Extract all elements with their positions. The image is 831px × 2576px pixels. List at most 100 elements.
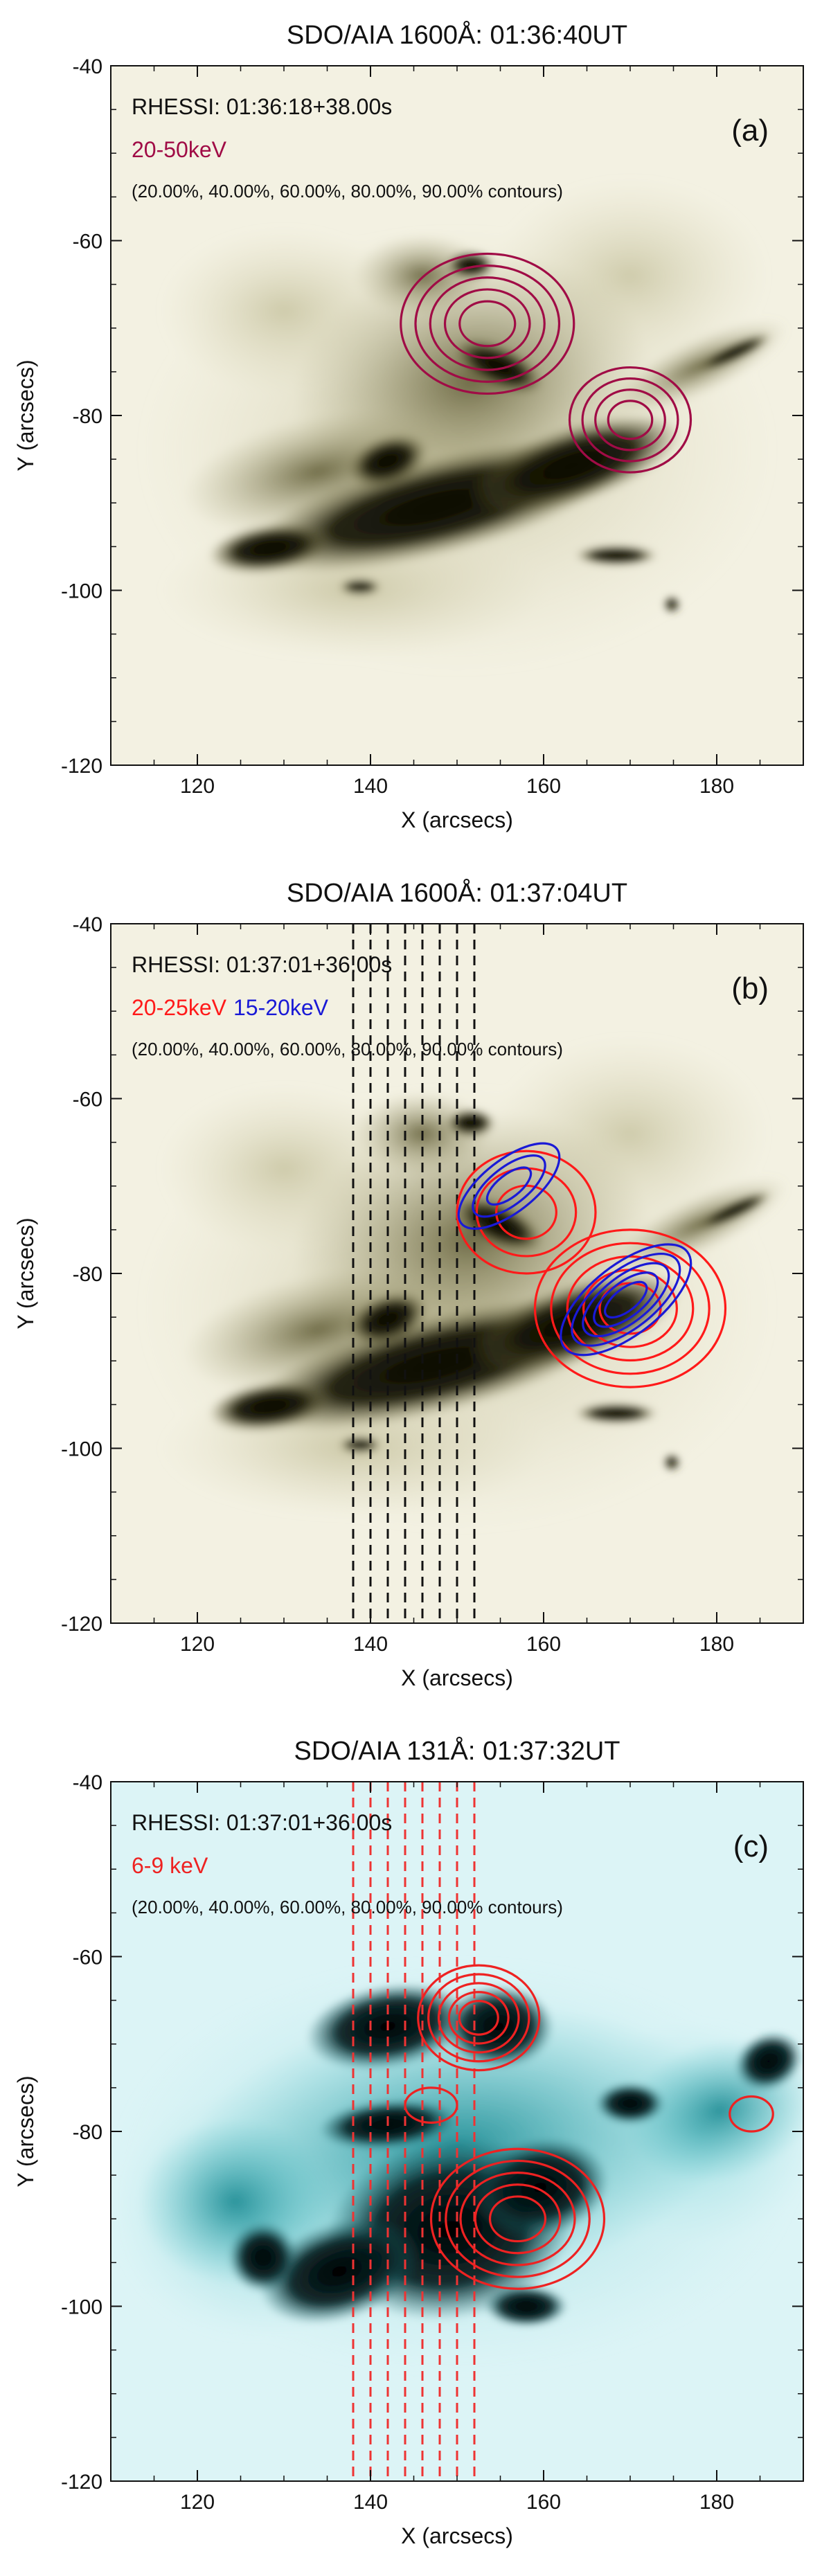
panel-label: (b) <box>731 972 769 1005</box>
x-tick-label: 140 <box>353 2491 388 2514</box>
image-blob <box>454 338 544 395</box>
rhessi-time-label: RHESSI: 01:37:01+36.00s <box>132 952 392 977</box>
contour-level <box>594 388 666 451</box>
contour-level <box>568 366 692 474</box>
slit-lines <box>352 924 476 1623</box>
contour-levels-note: (20.00%, 40.00%, 60.00%, 80.00%, 90.00% … <box>132 181 563 202</box>
contour-level <box>571 1252 681 1347</box>
contour-level <box>458 300 517 348</box>
contour-level <box>456 1150 597 1275</box>
y-tick-label: -120 <box>61 1613 102 1636</box>
image-blob <box>348 433 428 488</box>
x-tick-label: 120 <box>180 775 215 798</box>
chart-title: SDO/AIA 1600Å: 01:36:40UT <box>287 19 627 50</box>
y-tick-label: -100 <box>61 1438 102 1461</box>
y-tick-label: -40 <box>73 55 102 78</box>
image-blob <box>696 1191 772 1230</box>
contour-level <box>604 1280 648 1319</box>
contour-level <box>474 2183 562 2255</box>
contour-level <box>417 1964 541 2072</box>
image-blob <box>258 2218 420 2325</box>
y-tick-label: -60 <box>73 1089 102 1111</box>
legend-entry: 15-20keV <box>233 995 329 1020</box>
image-blob <box>696 333 772 372</box>
axes: 120 140 160 180 -40 -60 -80 -100 -120 <box>61 55 804 798</box>
image-blob <box>663 596 680 613</box>
contour-level <box>581 377 679 463</box>
x-tick-label: 180 <box>699 2491 734 2514</box>
energy-band-legend: 20-25keV 15-20keV <box>132 995 329 1020</box>
panel-a: SDO/AIA 1600Å: 01:36:40UT 120 140 160 180 -40… <box>13 19 804 832</box>
image-blob <box>663 1454 680 1471</box>
axes: 120 140 160 180 -40 -60 -80 -100 -120 <box>61 1771 804 2514</box>
x-tick-label: 160 <box>526 2491 561 2514</box>
rhessi-time-label: RHESSI: 01:36:18+38.00s <box>132 94 392 119</box>
contour-levels-note: (20.00%, 40.00%, 60.00%, 80.00%, 90.00% … <box>132 1897 563 1917</box>
legend-entry: 6-9 keV <box>132 1853 208 1878</box>
image-blob <box>735 2032 803 2091</box>
image-field <box>111 66 803 765</box>
energy-band-legend: 6-9 keV <box>132 1853 208 1878</box>
image-field <box>111 1782 803 2481</box>
image-blob <box>348 1291 428 1346</box>
contour-level <box>458 2000 499 2036</box>
contour-level <box>404 2086 458 2124</box>
image-blob <box>208 522 332 575</box>
y-tick-label: -80 <box>73 2121 102 2144</box>
rhessi-time-label: RHESSI: 01:37:01+36.00s <box>132 1810 392 1835</box>
contour-level <box>429 2147 606 2290</box>
image-blob <box>229 2222 298 2293</box>
y-tick-label: -60 <box>73 231 102 253</box>
contour-level <box>400 252 575 395</box>
y-tick-label: -40 <box>73 1771 102 1794</box>
image-blob <box>339 1436 381 1454</box>
contour-level <box>488 2195 547 2243</box>
x-tick-label: 160 <box>526 1633 561 1656</box>
image-blob <box>575 1402 658 1424</box>
y-tick-label: -120 <box>61 2471 102 2494</box>
contour-level <box>533 1228 727 1388</box>
y-axis-label: Y (arcsecs) <box>13 2075 38 2187</box>
contour-series <box>400 252 692 474</box>
contour-level <box>607 400 654 440</box>
x-tick-label: 180 <box>699 775 734 798</box>
panel-label: (a) <box>731 114 769 147</box>
x-tick-label: 120 <box>180 1633 215 1656</box>
slit-lines <box>352 1782 476 2481</box>
image-blob <box>208 1380 332 1433</box>
energy-band-legend: 20-50keV <box>132 137 227 162</box>
contour-level <box>447 1991 510 2045</box>
y-tick-label: -40 <box>73 913 102 936</box>
x-tick-label: 120 <box>180 2491 215 2514</box>
contour-level <box>729 2095 774 2133</box>
image-blob <box>575 544 658 566</box>
x-axis-label: X (arcsecs) <box>401 2523 513 2548</box>
contour-level <box>459 2171 576 2266</box>
contour-level <box>593 1271 659 1328</box>
contour-series <box>404 1964 774 2290</box>
contour-level <box>582 1262 670 1338</box>
x-tick-label: 140 <box>353 1633 388 1656</box>
y-tick-label: -100 <box>61 2296 102 2319</box>
contour-level <box>560 1243 692 1357</box>
y-tick-label: -60 <box>73 1947 102 1969</box>
contour-level <box>414 265 561 383</box>
y-tick-label: -120 <box>61 755 102 778</box>
x-tick-label: 180 <box>699 1633 734 1656</box>
y-axis-label: Y (arcsecs) <box>13 359 38 471</box>
x-axis-label: X (arcsecs) <box>401 807 513 832</box>
y-axis-label: Y (arcsecs) <box>13 1217 38 1329</box>
contour-level <box>427 1973 530 2063</box>
image-blob <box>485 2285 568 2327</box>
contour-level <box>437 1982 520 2054</box>
image-blob <box>468 1272 681 1373</box>
legend-entry: 20-50keV <box>132 137 227 162</box>
legend-entry: 20-25keV <box>132 995 227 1020</box>
contour-levels-note: (20.00%, 40.00%, 60.00%, 80.00%, 90.00% … <box>132 1039 563 1059</box>
image-blob <box>339 578 381 596</box>
panel-c: SDO/AIA 131Å: 01:37:32UT 120 140 160 180 -40 -… <box>13 1735 804 2548</box>
contour-series <box>457 1142 692 1357</box>
panel-b: SDO/AIA 1600Å: 01:37:04UT 120 140 160 180 -40… <box>13 877 804 1690</box>
contour-level <box>472 1154 546 1218</box>
